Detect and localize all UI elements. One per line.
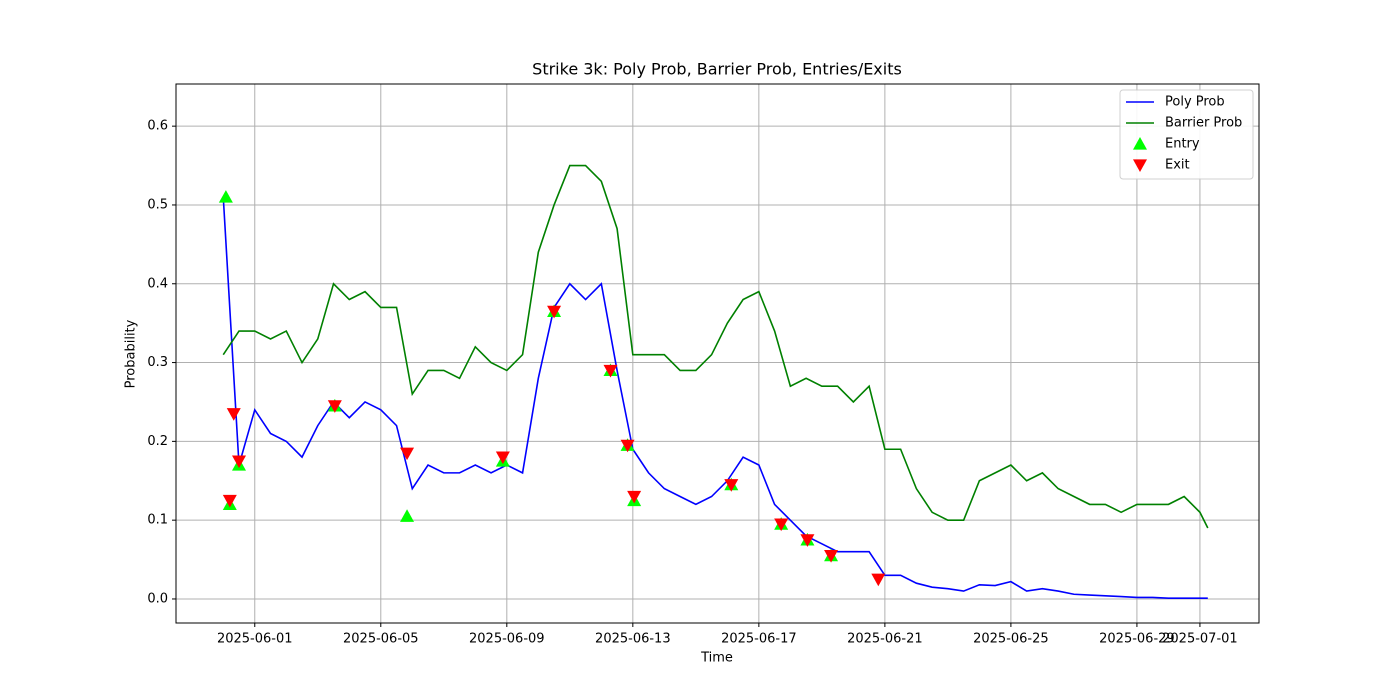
x-tick-label: 2025-07-01 — [1162, 632, 1238, 647]
x-tick-label: 2025-06-09 — [469, 632, 545, 647]
marker — [871, 573, 886, 587]
x-tick-label: 2025-06-21 — [847, 632, 923, 647]
legend-label: Barrier Prob — [1165, 116, 1242, 131]
marker — [547, 305, 562, 319]
plot-frame — [175, 83, 1260, 624]
y-tick-label: 0.0 — [147, 591, 168, 606]
y-tick-label: 0.3 — [147, 355, 168, 370]
legend-marker — [1133, 159, 1147, 172]
line — [222, 197, 1208, 599]
y-tick-label: 0.6 — [147, 119, 168, 134]
marker — [603, 364, 618, 378]
marker — [400, 447, 415, 461]
y-tick-label: 0.5 — [147, 197, 168, 212]
marker — [774, 518, 789, 532]
y-tick-label: 0.4 — [147, 276, 168, 291]
legend-box — [1119, 89, 1254, 180]
x-tick-label: 2025-06-17 — [721, 632, 797, 647]
marker — [226, 408, 241, 421]
marker — [724, 479, 739, 492]
marker — [495, 451, 510, 465]
legend-label: Entry — [1165, 137, 1200, 152]
marker — [824, 550, 839, 563]
legend-label: Exit — [1165, 158, 1190, 173]
y-axis-label: Probability — [124, 319, 139, 388]
line — [222, 164, 1209, 529]
chart-title: Strike 3k: Poly Prob, Barrier Prob, Entr… — [532, 60, 902, 79]
x-tick-label: 2025-06-29 — [1099, 632, 1175, 647]
x-tick-label: 2025-06-05 — [343, 632, 419, 647]
x-tick-label: 2025-06-01 — [217, 632, 293, 647]
marker — [327, 400, 342, 413]
marker — [218, 190, 233, 203]
marker — [620, 439, 635, 453]
x-axis-label: Time — [700, 651, 733, 666]
y-tick-label: 0.2 — [147, 434, 168, 449]
marker — [400, 509, 415, 522]
x-tick-label: 2025-06-13 — [595, 632, 671, 647]
marker — [800, 534, 815, 547]
legend-label: Poly Prob — [1165, 95, 1225, 110]
marker — [232, 455, 247, 469]
x-tick-label: 2025-06-25 — [973, 632, 1049, 647]
marker — [222, 494, 237, 508]
legend-marker — [1133, 137, 1147, 150]
marker — [627, 490, 642, 504]
y-tick-label: 0.1 — [147, 513, 168, 528]
